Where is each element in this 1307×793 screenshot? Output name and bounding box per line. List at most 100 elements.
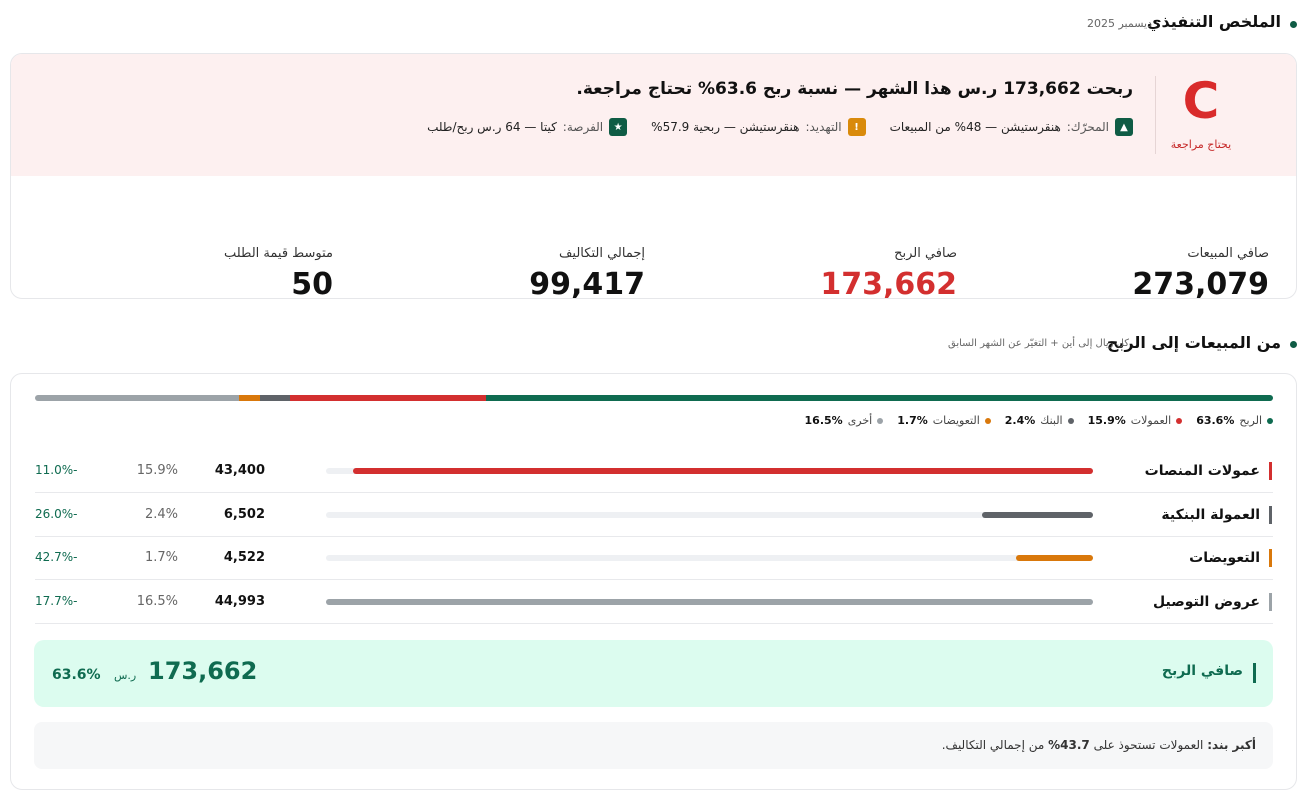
legend-dot bbox=[1067, 417, 1074, 424]
legend-name: الربح bbox=[1239, 414, 1262, 427]
kpi-value: 273,079 bbox=[1132, 267, 1269, 299]
track bbox=[326, 598, 1093, 605]
track bbox=[326, 555, 1093, 561]
subtitle: كل ريال إلى أين + التغيّر عن الشهر الساب… bbox=[948, 338, 1129, 349]
kpi-value: 99,417 bbox=[529, 267, 645, 299]
signal: ! التهديد: هنقرستيشن — ربحية 57.9% bbox=[651, 118, 866, 136]
net-pct: 63.6% bbox=[52, 667, 101, 683]
signal: ★ الفرصة: كيتا — 64 ر.س ربح/طلب bbox=[427, 118, 628, 136]
note-label: أكبر بند: bbox=[1207, 738, 1256, 752]
row-share: 16.5% bbox=[136, 593, 178, 609]
alert-band bbox=[11, 54, 1296, 176]
net-box: صافي الربح 173,662 ر.س 63.6% bbox=[34, 640, 1273, 707]
segment bbox=[35, 395, 240, 401]
signal-icon: ★ bbox=[609, 118, 628, 136]
track bbox=[326, 468, 1093, 474]
legend-name: العمولات bbox=[1130, 414, 1172, 427]
legend: الربح 63.6% العمولات 15.9% البنك 2.4% التعويضا… bbox=[805, 414, 1273, 427]
marker bbox=[1269, 549, 1272, 567]
legend-dot bbox=[1267, 417, 1273, 424]
kpi-value: 173,662 bbox=[820, 267, 957, 299]
note-highlight: 43.7% bbox=[1048, 738, 1090, 752]
signal-text: هنقرستيشن — 48% من المبيعات bbox=[889, 120, 1061, 134]
kpi-value: 50 bbox=[291, 267, 333, 299]
row-change: 26.0%- bbox=[35, 506, 78, 521]
legend-value: 63.6% bbox=[1196, 414, 1235, 427]
segment bbox=[289, 395, 487, 401]
row-name: عروض التوصيل bbox=[1153, 593, 1260, 610]
note: أكبر بند: العمولات تستحوذ على 43.7% من إ… bbox=[942, 738, 1256, 752]
marker bbox=[1253, 663, 1256, 683]
summary-card: C يحتاج مراجعة ربحت 173,662 ر.س هذا الشه… bbox=[10, 53, 1297, 299]
row-change: 42.7%- bbox=[35, 550, 78, 564]
row: عروض التوصيل 44,993 16.5% 17.7%- bbox=[35, 581, 1273, 624]
legend-value: 2.4% bbox=[1004, 414, 1036, 427]
divider bbox=[1155, 76, 1156, 154]
marker bbox=[1269, 592, 1272, 611]
row-name: التعويضات bbox=[1189, 550, 1260, 566]
note-text: العمولات تستحوذ على bbox=[1093, 738, 1204, 752]
bullet bbox=[1290, 341, 1297, 348]
legend-name: التعويضات bbox=[932, 414, 980, 427]
signal-label: المحرّك: bbox=[1066, 120, 1109, 134]
note-box: أكبر بند: العمولات تستحوذ على 43.7% من إ… bbox=[34, 722, 1273, 769]
kpi-label: صافي المبيعات bbox=[1187, 246, 1269, 261]
signal: ▲ المحرّك: هنقرستيشن — 48% من المبيعات bbox=[890, 118, 1133, 136]
row: التعويضات 4,522 1.7% 42.7%- bbox=[35, 537, 1273, 580]
marker bbox=[1269, 505, 1272, 524]
grade-label: يحتاج مراجعة bbox=[1170, 138, 1232, 151]
row: العمولة البنكية 6,502 2.4% 26.0%- bbox=[35, 494, 1273, 537]
bullet bbox=[1290, 21, 1297, 28]
row-share: 2.4% bbox=[144, 506, 178, 522]
net-value: 173,662 bbox=[148, 657, 258, 685]
legend-value: 15.9% bbox=[1087, 414, 1126, 427]
legend-value: 16.5% bbox=[804, 414, 843, 427]
kpi-label: متوسط قيمة الطلب bbox=[223, 246, 333, 261]
row-amount: 44,993 bbox=[214, 593, 265, 609]
legend-name: أخرى bbox=[847, 414, 873, 427]
section-title: من المبيعات إلى الربح bbox=[1106, 333, 1281, 352]
legend-name: البنك bbox=[1040, 414, 1063, 427]
kpi-label: صافي الربح bbox=[894, 246, 957, 261]
stacked-bar bbox=[35, 395, 1273, 401]
section-title: الملخص التنفيذي bbox=[1146, 12, 1281, 31]
row-change: 17.7%- bbox=[35, 593, 78, 608]
segment bbox=[260, 395, 290, 401]
row-name: العمولة البنكية bbox=[1161, 506, 1260, 523]
net-label: صافي الربح bbox=[1161, 663, 1243, 679]
row-share: 1.7% bbox=[144, 550, 178, 565]
legend-dot bbox=[1176, 417, 1183, 424]
signal-label: التهديد: bbox=[805, 120, 842, 134]
row-bar bbox=[326, 598, 1093, 605]
signals: ▲ المحرّك: هنقرستيشن — 48% من المبيعات! الت… bbox=[427, 118, 1133, 136]
signal-label: الفرصة: bbox=[562, 120, 604, 134]
legend-item: العمولات 15.9% bbox=[1088, 414, 1183, 427]
row: عمولات المنصات 43,400 15.9% 11.0%- bbox=[35, 450, 1273, 493]
row-share: 15.9% bbox=[136, 463, 178, 478]
legend-item: الربح 63.6% bbox=[1196, 414, 1273, 427]
flow-card bbox=[10, 373, 1297, 790]
legend-item: أخرى 16.5% bbox=[805, 414, 884, 427]
row-bar bbox=[353, 468, 1093, 474]
row-amount: 43,400 bbox=[214, 463, 265, 478]
marker bbox=[1269, 462, 1272, 480]
row-bar bbox=[982, 511, 1093, 518]
track bbox=[326, 511, 1093, 518]
legend-item: التعويضات 1.7% bbox=[897, 414, 991, 427]
legend-item: البنك 2.4% bbox=[1005, 414, 1074, 427]
grade: C bbox=[1182, 72, 1220, 130]
signal-icon: ! bbox=[847, 118, 866, 136]
kpi: متوسط قيمة الطلب50ر.س/طلب · 3 منصات bbox=[43, 246, 333, 299]
signal-icon: ▲ bbox=[1115, 118, 1133, 136]
legend-dot bbox=[984, 417, 991, 424]
signal-text: هنقرستيشن — ربحية 57.9% bbox=[651, 120, 800, 134]
headline: ربحت 173,662 ر.س هذا الشهر — نسبة ربح 63… bbox=[576, 79, 1133, 99]
row-amount: 4,522 bbox=[223, 550, 265, 565]
row-name: عمولات المنصات bbox=[1144, 463, 1260, 479]
legend-dot bbox=[877, 417, 884, 424]
note-text: من إجمالي التكاليف. bbox=[941, 738, 1045, 752]
date: ديسمبر 2025 bbox=[1086, 17, 1152, 30]
